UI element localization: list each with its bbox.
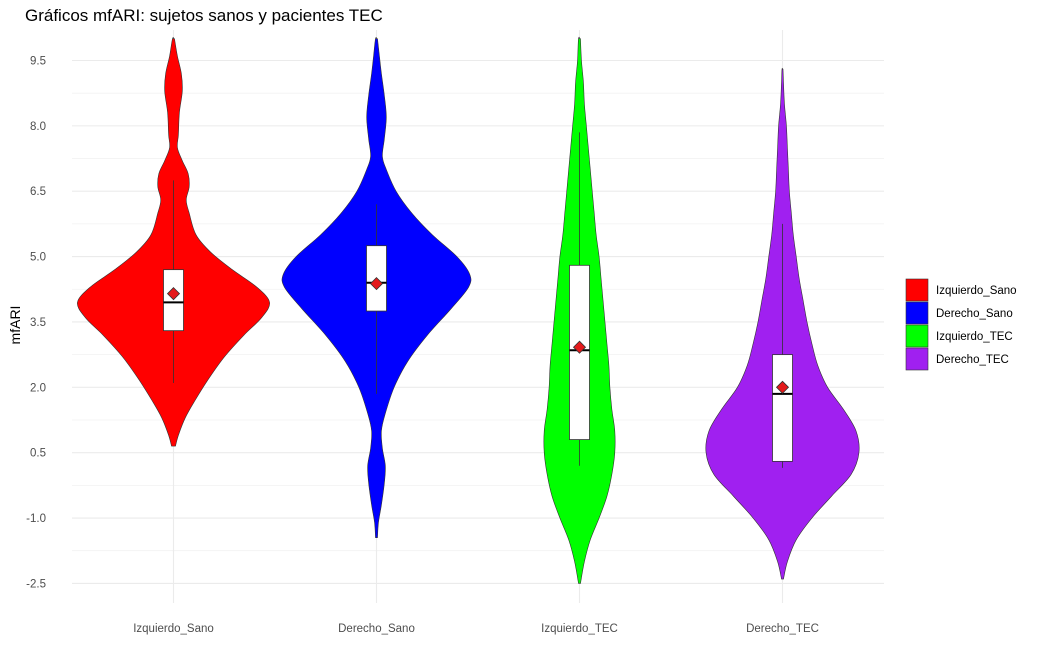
legend-key-Derecho_Sano	[905, 301, 929, 325]
mean-marker	[775, 380, 790, 394]
legend-label: Izquierdo_TEC	[936, 331, 1013, 343]
legend-key-Derecho_TEC	[905, 347, 929, 371]
legend-label: Izquierdo_Sano	[936, 285, 1017, 297]
y-tick-label: 8.0	[30, 121, 46, 133]
legend-label: Derecho_Sano	[936, 308, 1013, 320]
y-tick-label: -2.5	[26, 578, 46, 590]
x-tick-label: Derecho_TEC	[746, 623, 819, 635]
box-iqr	[772, 354, 793, 462]
x-tick-label: Izquierdo_TEC	[541, 623, 618, 635]
legend: Izquierdo_Sano Derecho_Sano Izquierdo_TEC D…	[905, 278, 1017, 371]
mean-marker	[369, 277, 384, 291]
legend-key-Izquierdo_Sano	[905, 278, 929, 302]
y-tick-label: 6.5	[30, 186, 46, 198]
legend-key-Izquierdo_TEC	[905, 324, 929, 348]
y-tick-label: 9.5	[30, 56, 46, 68]
mean-marker	[572, 340, 587, 354]
y-tick-label: 0.5	[30, 448, 46, 460]
y-axis-ticks: -2.5 -1.0 0.5 2.0 3.5 5.0 6.5 8.0 9.5	[26, 56, 46, 591]
violins	[77, 36, 860, 584]
y-tick-label: 3.5	[30, 317, 46, 329]
y-axis-title: mfARI	[7, 306, 23, 345]
chart-title: Gráficos mfARI: sujetos sanos y paciente…	[25, 6, 383, 25]
boxplots	[163, 132, 793, 468]
y-tick-label: 5.0	[30, 252, 46, 264]
x-tick-label: Derecho_Sano	[338, 623, 415, 635]
x-tick-label: Izquierdo_Sano	[133, 623, 214, 635]
y-tick-label: -1.0	[26, 513, 46, 525]
mean-marker	[166, 287, 181, 301]
legend-label: Derecho_TEC	[936, 354, 1009, 366]
y-tick-label: 2.0	[30, 382, 46, 394]
x-axis-ticks: Izquierdo_Sano Derecho_Sano Izquierdo_TEC D…	[133, 623, 819, 635]
